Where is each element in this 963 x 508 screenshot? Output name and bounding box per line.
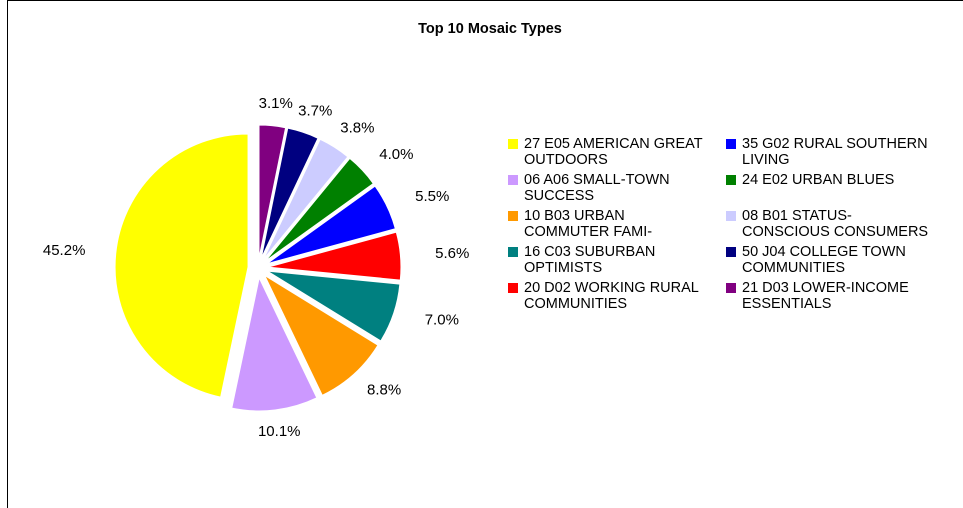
pie-slice [264,157,374,262]
data-label: 45.2% [43,242,86,259]
legend-swatch [726,247,736,257]
legend-swatch [726,211,736,221]
legend-label: 08 B01 STATUS-CONSCIOUS CONSUMERS [742,208,929,240]
legend-item: 21 D03 LOWER-INCOME ESSENTIALS [726,280,944,312]
data-label: 3.1% [259,95,293,112]
legend-swatch [726,175,736,185]
legend-label: 24 E02 URBAN BLUES [742,172,895,188]
legend-label: 35 G02 RURAL SOUTHERN LIVING [742,136,928,168]
legend-swatch [508,139,518,149]
legend-swatch [508,175,518,185]
legend-item: 35 G02 RURAL SOUTHERN LIVING [726,136,944,168]
legend-item: 27 E05 AMERICAN GREAT OUTDOORS [508,136,726,168]
data-label: 3.7% [298,102,332,119]
legend-label: 27 E05 AMERICAN GREAT OUTDOORS [524,136,703,168]
data-label: 4.0% [379,146,413,163]
data-label: 7.0% [425,312,459,329]
legend-swatch [726,139,736,149]
legend-swatch [508,283,518,293]
legend-item: 50 J04 COLLEGE TOWN COMMUNITIES [726,244,944,276]
pie-slice [267,231,402,281]
legend-swatch [726,283,736,293]
data-label: 5.6% [435,245,469,262]
data-label: 5.5% [415,188,449,205]
pie-slice [258,124,287,259]
pie-slice [231,276,318,412]
chart-title: Top 10 Mosaic Types [418,21,562,37]
pie-slice [263,274,379,396]
legend-item: 10 B03 URBAN COMMUTER FAMI- [508,208,726,240]
legend: 27 E05 AMERICAN GREAT OUTDOORS 06 A06 SMA… [508,136,944,312]
legend-item: 24 E02 URBAN BLUES [726,172,944,204]
legend-label: 21 D03 LOWER-INCOME ESSENTIALS [742,280,909,312]
pie-slice [260,127,319,259]
legend-swatch [508,211,518,221]
data-label: 3.8% [340,120,374,137]
pie-slice [114,133,249,398]
legend-label: 10 B03 URBAN COMMUTER FAMI- [524,208,653,240]
legend-label: 50 J04 COLLEGE TOWN COMMUNITIES [742,244,906,276]
pie-slice [262,138,349,260]
legend-swatch [508,247,518,257]
pie-slice [267,270,401,342]
legend-label: 16 C03 SUBURBAN OPTIMISTS [524,244,656,276]
data-label: 8.8% [367,382,401,399]
legend-label: 20 D02 WORKING RURAL COMMUNITIES [524,280,699,312]
legend-item: 20 D02 WORKING RURAL COMMUNITIES [508,280,726,312]
legend-item: 08 B01 STATUS-CONSCIOUS CONSUMERS [726,208,944,240]
chart-frame [7,0,963,508]
legend-item: 16 C03 SUBURBAN OPTIMISTS [508,244,726,276]
legend-item: 06 A06 SMALL-TOWN SUCCESS [508,172,726,204]
pie-slice [266,185,396,265]
legend-label: 06 A06 SMALL-TOWN SUCCESS [524,172,670,204]
data-label: 10.1% [258,423,301,440]
